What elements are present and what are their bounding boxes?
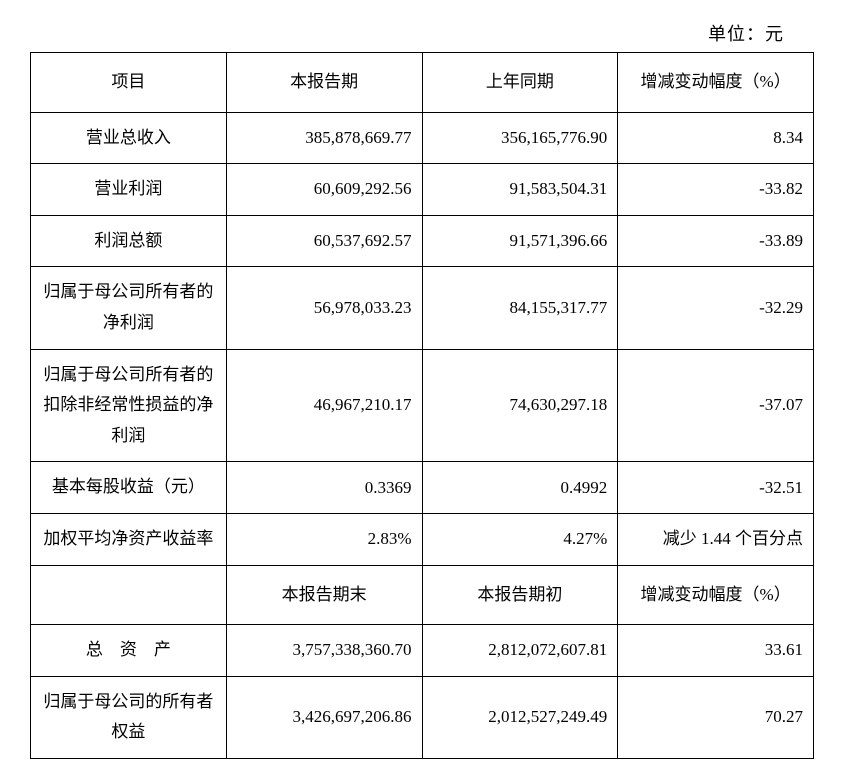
row-item: 总 资 产: [31, 625, 227, 677]
row-prior: 0.4992: [422, 462, 618, 514]
row-current: 0.3369: [226, 462, 422, 514]
header-prior: 上年同期: [422, 53, 618, 113]
row-item: 归属于母公司所有者的扣除非经常性损益的净利润: [31, 349, 227, 462]
table-row: 利润总额 60,537,692.57 91,571,396.66 -33.89: [31, 215, 814, 267]
row-item: 营业总收入: [31, 112, 227, 164]
row-current: 56,978,033.23: [226, 267, 422, 349]
row-current: 3,426,697,206.86: [226, 676, 422, 758]
header-current: 本报告期: [226, 53, 422, 113]
table-row: 基本每股收益（元） 0.3369 0.4992 -32.51: [31, 462, 814, 514]
row-prior: 2,812,072,607.81: [422, 625, 618, 677]
header-item-2: [31, 565, 227, 625]
table-row: 归属于母公司所有者的扣除非经常性损益的净利润 46,967,210.17 74,…: [31, 349, 814, 462]
row-item: 归属于母公司的所有者权益: [31, 676, 227, 758]
table-row: 归属于母公司的所有者权益 3,426,697,206.86 2,012,527,…: [31, 676, 814, 758]
header-change: 增减变动幅度（%）: [618, 53, 814, 113]
table-row: 加权平均净资产收益率 2.83% 4.27% 减少 1.44 个百分点: [31, 513, 814, 565]
row-change: 减少 1.44 个百分点: [618, 513, 814, 565]
table-header-row-2: 本报告期末 本报告期初 增减变动幅度（%）: [31, 565, 814, 625]
row-change: 33.61: [618, 625, 814, 677]
row-change: -32.51: [618, 462, 814, 514]
header-change-2: 增减变动幅度（%）: [618, 565, 814, 625]
row-change: 8.34: [618, 112, 814, 164]
row-prior: 4.27%: [422, 513, 618, 565]
header-current-2: 本报告期末: [226, 565, 422, 625]
header-item: 项目: [31, 53, 227, 113]
row-current: 46,967,210.17: [226, 349, 422, 462]
table-row: 归属于母公司所有者的净利润 56,978,033.23 84,155,317.7…: [31, 267, 814, 349]
row-prior: 74,630,297.18: [422, 349, 618, 462]
row-change: -37.07: [618, 349, 814, 462]
row-prior: 91,571,396.66: [422, 215, 618, 267]
row-change: -33.82: [618, 164, 814, 216]
row-current: 2.83%: [226, 513, 422, 565]
row-change: -33.89: [618, 215, 814, 267]
row-prior: 84,155,317.77: [422, 267, 618, 349]
row-prior: 2,012,527,249.49: [422, 676, 618, 758]
table-row: 营业总收入 385,878,669.77 356,165,776.90 8.34: [31, 112, 814, 164]
row-item: 利润总额: [31, 215, 227, 267]
row-prior: 356,165,776.90: [422, 112, 618, 164]
table-header-row-1: 项目 本报告期 上年同期 增减变动幅度（%）: [31, 53, 814, 113]
header-prior-2: 本报告期初: [422, 565, 618, 625]
row-item: 加权平均净资产收益率: [31, 513, 227, 565]
row-item: 营业利润: [31, 164, 227, 216]
table-row: 营业利润 60,609,292.56 91,583,504.31 -33.82: [31, 164, 814, 216]
row-current: 60,537,692.57: [226, 215, 422, 267]
row-current: 3,757,338,360.70: [226, 625, 422, 677]
row-item: 基本每股收益（元）: [31, 462, 227, 514]
row-prior: 91,583,504.31: [422, 164, 618, 216]
financial-table: 项目 本报告期 上年同期 增减变动幅度（%） 营业总收入 385,878,669…: [30, 52, 814, 759]
row-change: -32.29: [618, 267, 814, 349]
table-row: 总 资 产 3,757,338,360.70 2,812,072,607.81 …: [31, 625, 814, 677]
row-current: 385,878,669.77: [226, 112, 422, 164]
unit-label: 单位：元: [30, 20, 814, 46]
row-change: 70.27: [618, 676, 814, 758]
row-current: 60,609,292.56: [226, 164, 422, 216]
row-item: 归属于母公司所有者的净利润: [31, 267, 227, 349]
